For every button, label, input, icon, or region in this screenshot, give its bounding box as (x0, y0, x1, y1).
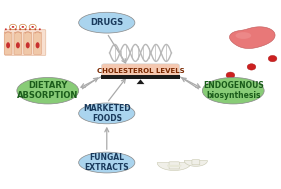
Text: CHOLESTEROL LEVELS: CHOLESTEROL LEVELS (97, 68, 184, 74)
Ellipse shape (34, 28, 36, 30)
Ellipse shape (16, 42, 20, 48)
Ellipse shape (17, 77, 79, 104)
Ellipse shape (6, 42, 10, 48)
Ellipse shape (22, 26, 24, 28)
Text: ENDOGENOUS
biosynthesis: ENDOGENOUS biosynthesis (203, 81, 264, 100)
Ellipse shape (247, 64, 256, 70)
Ellipse shape (29, 28, 31, 30)
Text: MARKETED
FOODS: MARKETED FOODS (83, 104, 131, 123)
FancyBboxPatch shape (34, 32, 42, 54)
Ellipse shape (36, 42, 40, 48)
FancyBboxPatch shape (102, 64, 179, 78)
Ellipse shape (79, 12, 135, 33)
Polygon shape (230, 27, 275, 49)
Bar (101, 75, 180, 79)
Ellipse shape (268, 55, 277, 62)
Ellipse shape (39, 28, 41, 30)
FancyBboxPatch shape (5, 30, 46, 55)
FancyBboxPatch shape (192, 160, 200, 165)
Text: DRUGS: DRUGS (90, 18, 123, 27)
Text: FUNGAL
EXTRACTS: FUNGAL EXTRACTS (85, 153, 129, 172)
FancyBboxPatch shape (14, 32, 22, 54)
Ellipse shape (235, 32, 251, 39)
Ellipse shape (5, 28, 7, 30)
Ellipse shape (79, 152, 135, 173)
Polygon shape (157, 163, 191, 170)
Polygon shape (137, 79, 144, 84)
Text: DIETARY
ABSORPTION: DIETARY ABSORPTION (17, 81, 78, 100)
Ellipse shape (202, 77, 264, 104)
FancyBboxPatch shape (4, 32, 12, 54)
Ellipse shape (24, 28, 26, 30)
Ellipse shape (15, 28, 17, 30)
Ellipse shape (226, 72, 235, 78)
Polygon shape (184, 161, 207, 166)
FancyBboxPatch shape (169, 162, 179, 169)
Ellipse shape (79, 103, 135, 124)
Ellipse shape (12, 26, 14, 28)
FancyBboxPatch shape (24, 32, 32, 54)
Ellipse shape (26, 42, 30, 48)
Ellipse shape (9, 28, 11, 30)
Ellipse shape (19, 28, 21, 30)
Ellipse shape (31, 26, 34, 28)
